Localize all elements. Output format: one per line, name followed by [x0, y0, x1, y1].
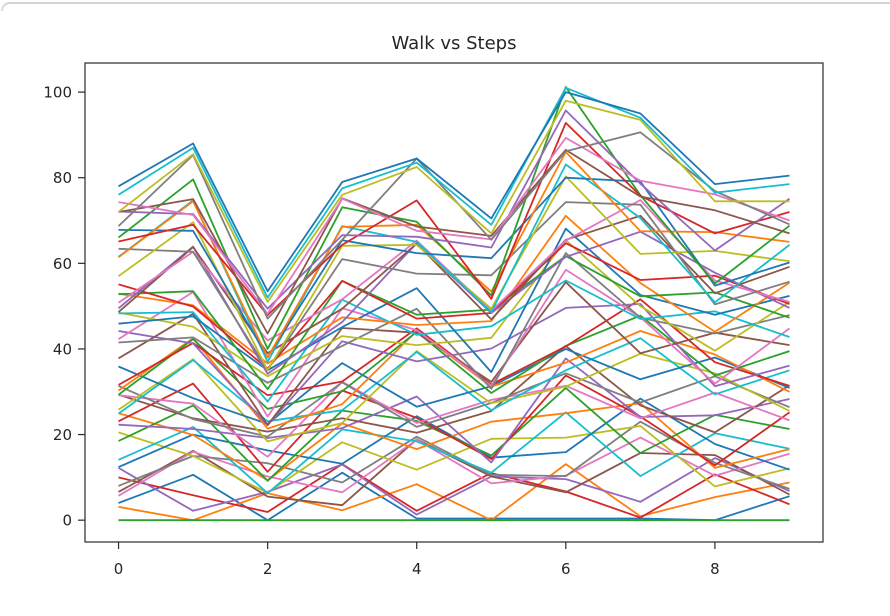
series-line	[118, 457, 790, 516]
y-tick-label: 80	[53, 169, 72, 187]
series-line	[118, 91, 790, 293]
y-tick-label: 40	[53, 340, 72, 358]
series-line	[118, 176, 790, 359]
series-line	[118, 463, 790, 522]
series-line	[118, 344, 790, 434]
series-line	[117, 99, 790, 303]
series-line	[117, 337, 790, 423]
series-line	[118, 357, 790, 464]
series-line	[118, 463, 790, 519]
series-line	[118, 122, 790, 317]
x-tick-label: 4	[412, 560, 422, 578]
series-line	[118, 86, 790, 299]
series-line	[118, 136, 790, 315]
series-line	[118, 214, 790, 365]
series-line	[118, 411, 790, 495]
series-line	[117, 86, 791, 350]
x-tick-label: 8	[710, 560, 720, 578]
series-line	[118, 109, 791, 310]
series-line	[118, 227, 790, 374]
series-line	[118, 402, 790, 482]
series-line	[118, 148, 790, 335]
x-tick-label: 0	[114, 560, 124, 578]
y-tick-label: 60	[53, 255, 72, 273]
series-line	[118, 380, 790, 458]
series-line	[118, 239, 790, 378]
x-tick-label: 2	[263, 560, 273, 578]
chart-title: Walk vs Steps	[391, 33, 517, 54]
series-line	[118, 347, 790, 425]
y-tick-label: 20	[53, 426, 72, 444]
plot-border	[84, 62, 824, 543]
series-line	[118, 242, 790, 370]
series-line	[118, 303, 790, 427]
y-tick-label: 100	[43, 84, 72, 102]
series-line	[118, 252, 790, 390]
series-line	[118, 372, 790, 438]
series-line	[118, 425, 790, 494]
series-line	[117, 350, 790, 443]
x-tick-label: 6	[561, 560, 571, 578]
series-line	[118, 255, 790, 391]
series-line	[117, 214, 790, 355]
y-tick-label: 0	[62, 512, 72, 530]
series-line	[118, 201, 790, 371]
series-line	[118, 268, 791, 418]
